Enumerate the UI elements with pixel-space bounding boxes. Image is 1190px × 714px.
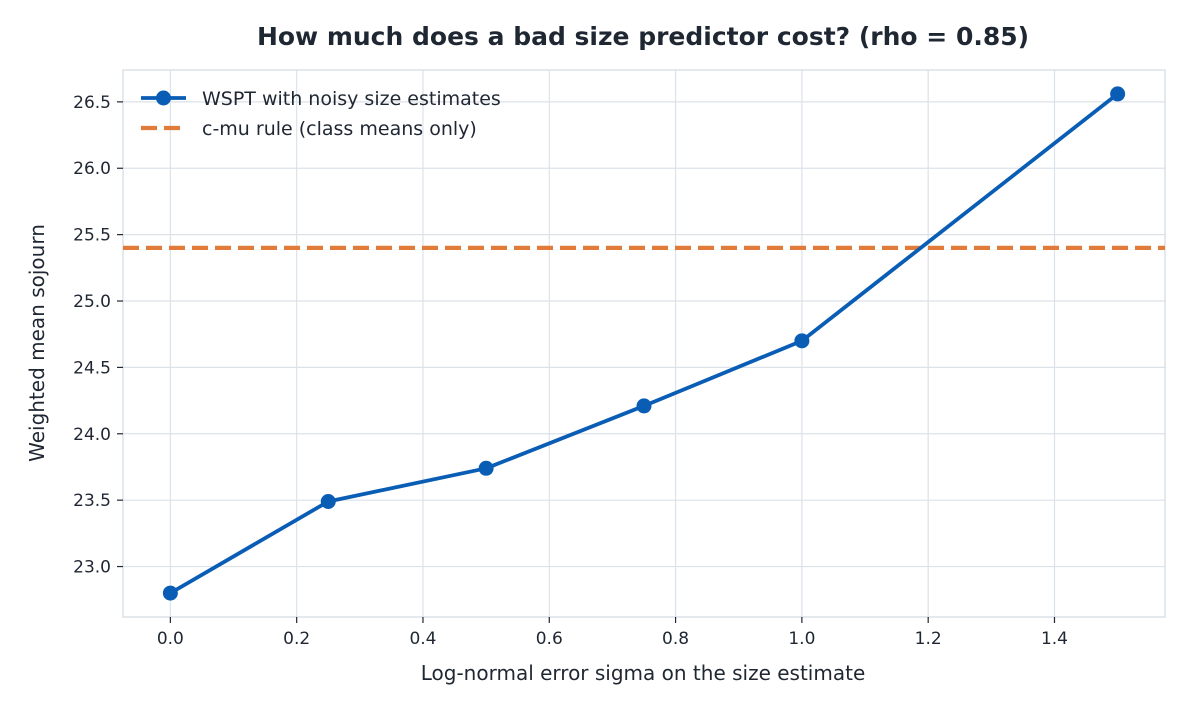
- y-tick-label: 25.0: [73, 292, 111, 312]
- y-tick-label: 25.5: [73, 226, 111, 246]
- x-axis-label: Log-normal error sigma on the size estim…: [421, 661, 866, 685]
- x-tick-label: 0.4: [409, 629, 436, 649]
- x-tick-label: 0.6: [536, 629, 563, 649]
- wspt-data-point: [1110, 86, 1126, 102]
- wspt-data-point: [320, 493, 336, 509]
- wspt-data-point: [162, 585, 178, 601]
- axes: 0.0 0.2 0.4 0.6 0.8 1.0 1.2 1.4 23.0 23.5 24.0 24.5…: [73, 69, 1166, 649]
- y-tick-label: 26.0: [73, 159, 111, 179]
- x-tick-label: 1.2: [915, 629, 942, 649]
- wspt-series-line: [168, 91, 1120, 596]
- y-tick-label: 23.5: [73, 491, 111, 511]
- legend-label-wspt: WSPT with noisy size estimates: [202, 88, 501, 110]
- y-tick-label: 23.0: [73, 558, 111, 578]
- grid: [123, 70, 1165, 617]
- legend-marker-wspt: [156, 90, 171, 106]
- wspt-data-point: [636, 398, 652, 414]
- legend-label-c-mu: c-mu rule (class means only): [202, 118, 477, 140]
- y-tick-label: 26.5: [73, 93, 111, 113]
- y-tick-label: 24.5: [73, 358, 111, 378]
- series-layer: [123, 86, 1165, 601]
- x-tick-label: 1.4: [1041, 629, 1068, 649]
- wspt-data-point: [478, 460, 494, 476]
- y-tick-label: 24.0: [73, 425, 111, 445]
- chart-title: How much does a bad size predictor cost?…: [257, 22, 1029, 51]
- y-axis-label: Weighted mean sojourn: [25, 224, 49, 462]
- x-tick-label: 1.0: [788, 629, 815, 649]
- wspt-data-point: [794, 333, 810, 349]
- legend: WSPT with noisy size estimates c-mu rule …: [141, 88, 501, 140]
- x-tick-label: 0.8: [662, 629, 689, 649]
- x-tick-label: 0.2: [283, 629, 310, 649]
- plot-frame: [122, 69, 1166, 618]
- x-tick-label: 0.0: [157, 629, 184, 649]
